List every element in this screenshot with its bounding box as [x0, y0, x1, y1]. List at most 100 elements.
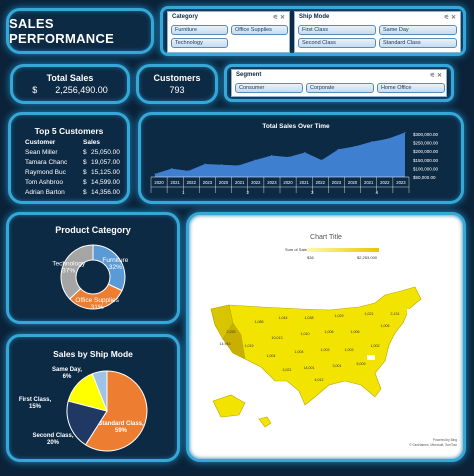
total-sales-label: Total Sales — [46, 73, 94, 83]
slicer-item-office-supplies[interactable]: Office Supplies — [231, 25, 288, 35]
map-legend-gradient — [307, 248, 379, 252]
x-tick-label: 2023 — [203, 180, 213, 185]
slicer-item-consumer[interactable]: Consumer — [235, 83, 303, 93]
filter-clear-icon[interactable]: ⚟ ✕ — [272, 14, 285, 21]
customer-sales-value: 14,599.00 — [91, 179, 120, 186]
col-header-sales: Sales — [83, 139, 100, 146]
x-tick-label: 2020 — [219, 180, 229, 185]
state-value-label: 2,131 — [391, 312, 400, 316]
donut-title: Product Category — [55, 225, 131, 235]
product-category-panel: Product Category Furniture 32% Office Suppl… — [6, 212, 180, 324]
x-group-label: 1 — [182, 190, 185, 195]
state-value-label: 1,004 — [295, 350, 304, 354]
area-point — [321, 159, 323, 161]
x-tick-label: 2021 — [235, 180, 245, 185]
customers-card: Customers 793 — [136, 64, 218, 104]
x-tick-label: 2020 — [283, 180, 293, 185]
filter-clear-icon[interactable]: ⚟ ✕ — [429, 72, 442, 79]
total-sales-card: Total Sales $ 2,256,490.00 — [10, 64, 130, 104]
slicer-panel-segment: Segment ⚟ ✕ Consumer Corporate Home Offic… — [224, 64, 454, 102]
slicer-item-same-day[interactable]: Same Day — [379, 25, 457, 35]
x-tick-label: 2020 — [348, 180, 358, 185]
sales-over-time-panel: Total Sales Over Time $300,000.00 $250,000… — [138, 112, 464, 204]
col-header-customer: Customer — [25, 139, 56, 146]
customer-name: Tom Ashbroo — [25, 179, 63, 186]
customer-sales-value: 15,125.00 — [91, 169, 120, 176]
slicer-item-furniture[interactable]: Furniture — [171, 25, 228, 35]
area-point — [304, 151, 306, 154]
area-point — [154, 173, 156, 175]
total-sales-value: 2,256,490.00 — [55, 85, 108, 95]
customer-sales-currency: $ — [83, 169, 87, 176]
donut-slice-percent: 32% — [109, 264, 122, 271]
customer-sales-value: 14,356.00 — [91, 189, 120, 196]
x-tick-label: 2022 — [187, 180, 197, 185]
customer-sales-value: 19,057.00 — [91, 159, 120, 166]
ship-mode-slicer-title: Ship Mode — [299, 14, 330, 20]
slicer-item-home-office[interactable]: Home Office — [377, 83, 445, 93]
state-value-label: 1,019 — [245, 344, 254, 348]
area-point — [204, 163, 206, 165]
area-point — [404, 131, 406, 134]
area-point — [287, 156, 289, 158]
slicer-item-corporate[interactable]: Corporate — [306, 83, 374, 93]
filter-clear-icon[interactable]: ⚟ ✕ — [443, 14, 456, 21]
donut-slice-label: Office Supplies — [75, 297, 119, 304]
donut-slice — [60, 244, 94, 300]
state-california — [222, 322, 246, 360]
state-value-label: 14,001 — [304, 366, 315, 370]
customer-name: Adrian Barton — [25, 189, 65, 196]
ship-mode-panel: Sales by Ship Mode Standard Class, 59% Seco… — [6, 334, 180, 462]
customer-sales-currency: $ — [83, 179, 87, 186]
segment-slicer[interactable]: Segment ⚟ ✕ Consumer Corporate Home Offic… — [231, 69, 447, 97]
area-chart-title: Total Sales Over Time — [262, 123, 330, 130]
customer-name: Raymond Buc — [25, 169, 66, 176]
map-legend-max: $2,253,000 — [357, 255, 378, 260]
category-slicer[interactable]: Category ⚟ ✕ Furniture Office Supplies Te… — [167, 11, 290, 53]
area-point — [254, 159, 256, 161]
y-tick-label: $100,000.00 — [413, 166, 439, 171]
pie-slice — [66, 400, 108, 446]
customer-sales-currency: $ — [83, 189, 87, 196]
state-value-label: 10,013 — [272, 336, 283, 340]
slicer-item-first-class[interactable]: First Class — [298, 25, 376, 35]
state-unfilled — [367, 355, 375, 360]
area-point — [337, 148, 339, 150]
state-value-label: 3,001 — [333, 364, 342, 368]
pie-slice — [84, 370, 148, 452]
currency-symbol: $ — [32, 85, 38, 95]
map-title: Chart Title — [310, 234, 342, 241]
x-tick-label: 2021 — [300, 180, 310, 185]
area-point — [221, 164, 223, 166]
segment-slicer-title: Segment — [236, 72, 262, 78]
x-tick-label: 2023 — [267, 180, 277, 185]
top-customers-panel: Top 5 Customers Customer Sales Sean Mill… — [8, 112, 130, 204]
slicer-item-technology[interactable]: Technology — [171, 38, 228, 48]
donut-slice-percent: 37% — [62, 267, 75, 274]
x-tick-label: 2022 — [316, 180, 326, 185]
map-legend-min: $36 — [307, 255, 314, 260]
state-value-label: 1,085 — [255, 320, 264, 324]
state-value-label: 5,009 — [357, 362, 366, 366]
slicer-item-second-class[interactable]: Second Class — [298, 38, 376, 48]
ship-mode-slicer[interactable]: Ship Mode ⚟ ✕ First Class Same Day Second… — [294, 11, 461, 53]
ship-mode-chart: Sales by Ship Mode Standard Class,59% Seco… — [19, 349, 148, 452]
pie-slice-label: Second Class, — [32, 433, 73, 439]
map-credit-line1: Powered by Bing — [433, 438, 457, 442]
pie-slice — [91, 370, 108, 412]
customers-label: Customers — [153, 73, 201, 83]
donut-slice-label: Furniture — [102, 257, 128, 264]
slicer-item-standard-class[interactable]: Standard Class — [379, 38, 457, 48]
y-tick-label: $150,000.00 — [413, 158, 439, 163]
sales-over-time-chart: Total Sales Over Time $300,000.00 $250,000… — [150, 123, 439, 195]
state-value-label: 1,002 — [371, 344, 380, 348]
area-point — [187, 170, 189, 172]
state-value-label: 1,003 — [345, 348, 354, 352]
pie-slice-percent: 59% — [115, 428, 128, 434]
area-point — [271, 154, 273, 157]
y-tick-label: $250,000.00 — [413, 141, 439, 146]
pie-slice-percent: 15% — [29, 404, 42, 410]
pie-title: Sales by Ship Mode — [53, 349, 133, 359]
category-slicer-title: Category — [172, 14, 199, 20]
customer-sales-currency: $ — [83, 149, 87, 156]
